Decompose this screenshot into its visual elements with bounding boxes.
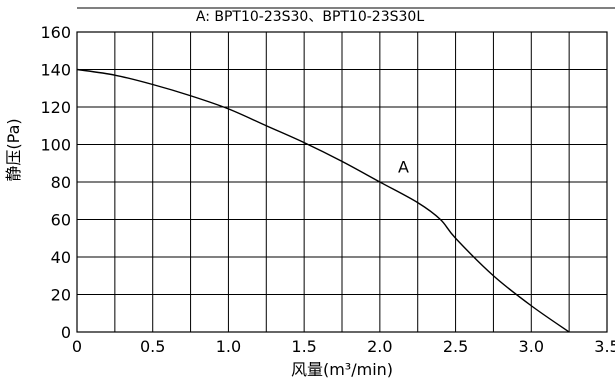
y-tick-label: 0 [61,323,71,342]
curve-label-annotation: A [398,158,409,177]
annotations: A [398,158,409,177]
series-layer [76,68,570,333]
x-tick-label: 0 [72,337,82,356]
x-tick-label: 2.0 [367,337,392,356]
x-axis-title: 风量(m³/min) [291,360,393,379]
y-tick-label: 120 [40,98,71,117]
x-tick-label: 3.5 [594,337,615,356]
y-tick-label: 20 [51,286,71,305]
y-tick-label: 100 [40,136,71,155]
y-tick-label: 40 [51,248,71,267]
x-tick-label: 3.0 [519,337,544,356]
series-line-a [76,68,570,333]
y-axis-ticks: 0 20 40 60 80 100 120 140 160 [40,23,71,342]
grid-lines [77,32,607,332]
y-tick-label: 80 [51,173,71,192]
y-tick-label: 140 [40,61,71,80]
x-tick-label: 2.5 [443,337,468,356]
plot-area-frame [76,31,608,333]
x-axis-ticks: 0 0.5 1.0 1.5 2.0 2.5 3.0 3.5 [72,337,615,356]
y-tick-label: 160 [40,23,71,42]
x-tick-label: 1.5 [291,337,316,356]
chart-title: A: BPT10-23S30、BPT10-23S30L [196,9,424,25]
y-tick-label: 60 [51,211,71,230]
x-tick-label: 1.0 [216,337,241,356]
y-axis-title: 静压(Pa) [4,118,23,181]
x-tick-label: 0.5 [140,337,165,356]
